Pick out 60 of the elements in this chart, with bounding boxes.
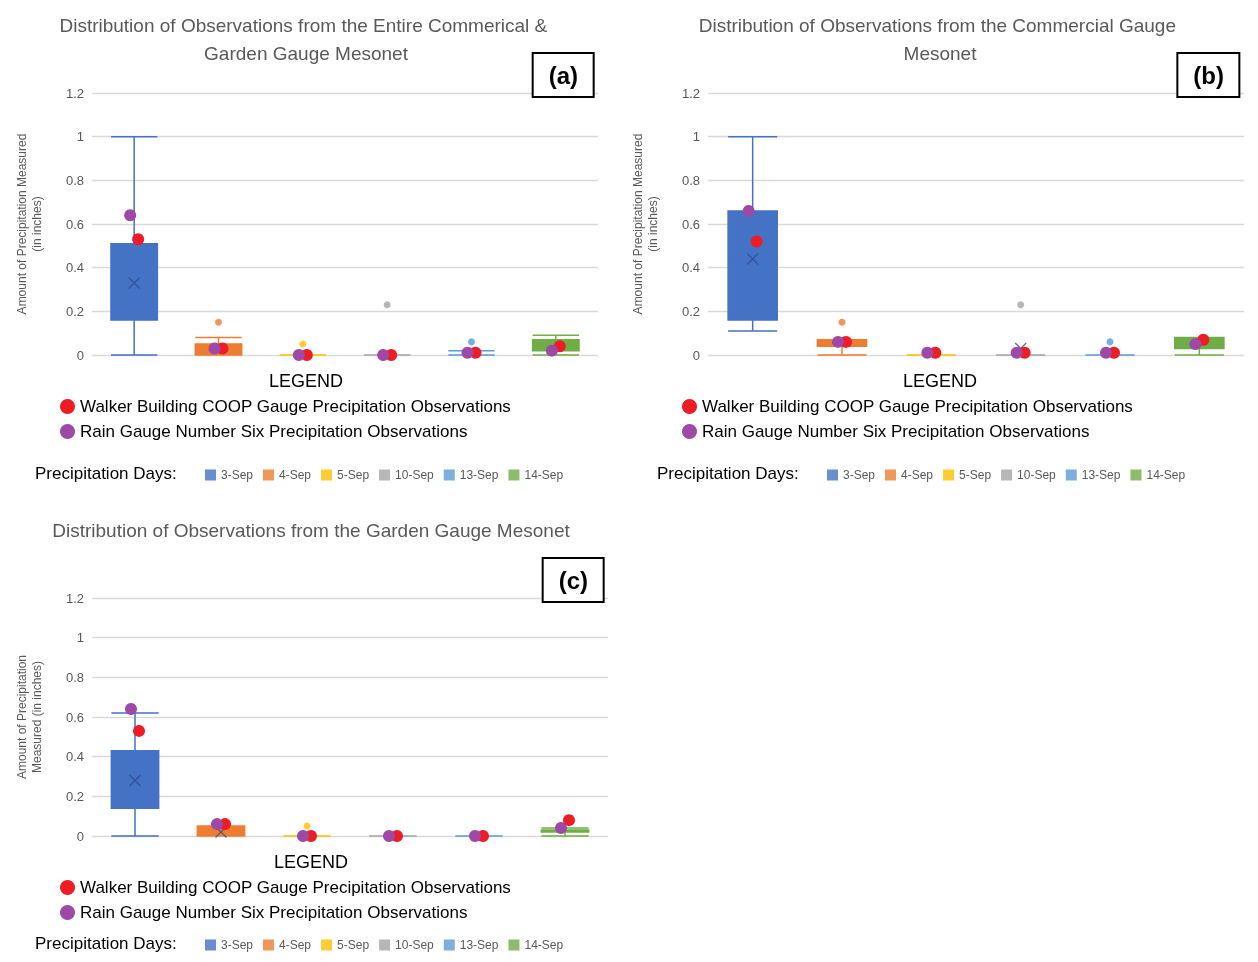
legend-label: 4-Sep: [279, 938, 312, 952]
legend-label: 4-Sep: [901, 468, 934, 482]
y-tick-label: 0.6: [681, 216, 700, 232]
legend-label: 13-Sep: [1081, 468, 1121, 482]
legend-title: Precipitation Days:: [35, 464, 177, 483]
text: LEGEND: [273, 852, 349, 872]
legend-label: Walker Building COOP Gauge Precipitation Observations: [702, 397, 1133, 416]
text: (b): [1193, 61, 1225, 89]
legend-label: 14-Sep: [524, 938, 564, 952]
y-tick-label: 1: [76, 129, 84, 145]
text: LEGEND: [902, 371, 978, 391]
legend-label: Rain Gauge Number Six Precipitation Observations: [80, 903, 468, 922]
y-tick-label: 0.2: [681, 303, 700, 319]
y-tick-label: 0.8: [681, 172, 700, 188]
legend-label: 14-Sep: [1146, 468, 1186, 482]
legend-title: Precipitation Days:: [35, 934, 177, 953]
y-tick-label: 0.6: [65, 216, 84, 232]
y-tick-label: 0.8: [65, 172, 84, 188]
legend-label: Walker Building COOP Gauge Precipitation Observations: [80, 397, 511, 416]
legend-label: 5-Sep: [337, 468, 370, 482]
legend-label: Rain Gauge Number Six Precipitation Observations: [702, 422, 1090, 441]
legend-label: 4-Sep: [279, 468, 312, 482]
y-tick-label: 1.2: [65, 590, 84, 606]
y-tick-label: 0.6: [65, 709, 84, 725]
y-tick-label: 0: [692, 347, 700, 363]
legend-label: 3-Sep: [843, 468, 876, 482]
text: (c): [558, 566, 589, 594]
y-tick-label: 0.4: [65, 260, 84, 276]
y-tick-label: 0.8: [65, 669, 84, 685]
y-tick-label: 0.4: [681, 260, 700, 276]
y-tick-label: 1: [76, 630, 84, 646]
legend-label: 13-Sep: [459, 468, 499, 482]
y-tick-label: 0: [76, 347, 84, 363]
legend-label: 14-Sep: [524, 468, 564, 482]
text: (a): [548, 61, 579, 89]
y-axis-title: Amount of Precipitation Measured (in inches): [14, 133, 44, 315]
y-tick-label: 1.2: [681, 85, 700, 101]
y-tick-label: 0.4: [65, 749, 84, 765]
legend-label: Rain Gauge Number Six Precipitation Observations: [80, 422, 468, 441]
legend-label: 10-Sep: [1017, 468, 1057, 482]
legend-label: 5-Sep: [337, 938, 370, 952]
chart-title: Distribution of Observations from the Commercial Gauge Mesonet: [698, 14, 1182, 64]
legend-title: Precipitation Days:: [657, 464, 799, 483]
legend-label: 10-Sep: [395, 938, 435, 952]
y-axis-title: Amount of Precipitation Measured (in inches): [14, 654, 44, 780]
legend-label: 5-Sep: [959, 468, 992, 482]
y-tick-label: 0: [76, 828, 84, 844]
y-tick-label: 1.2: [65, 85, 84, 101]
y-tick-label: 0.2: [65, 788, 84, 804]
legend-label: 3-Sep: [221, 468, 254, 482]
text: LEGEND: [268, 371, 344, 391]
legend-label: 3-Sep: [221, 938, 254, 952]
y-tick-label: 1: [692, 129, 700, 145]
y-tick-label: 0.2: [65, 303, 84, 319]
y-axis-title: Amount of Precipitation Measured (in inches): [630, 133, 660, 315]
legend-label: Walker Building COOP Gauge Precipitation Observations: [80, 878, 511, 897]
chart-title: Distribution of Observations from the Entire Commerical & Garden Gauge Mesonet: [59, 14, 553, 64]
legend-label: 13-Sep: [459, 938, 499, 952]
chart-title: Distribution of Observations from the Garden Gauge Mesonet: [52, 519, 571, 541]
legend-label: 10-Sep: [395, 468, 435, 482]
